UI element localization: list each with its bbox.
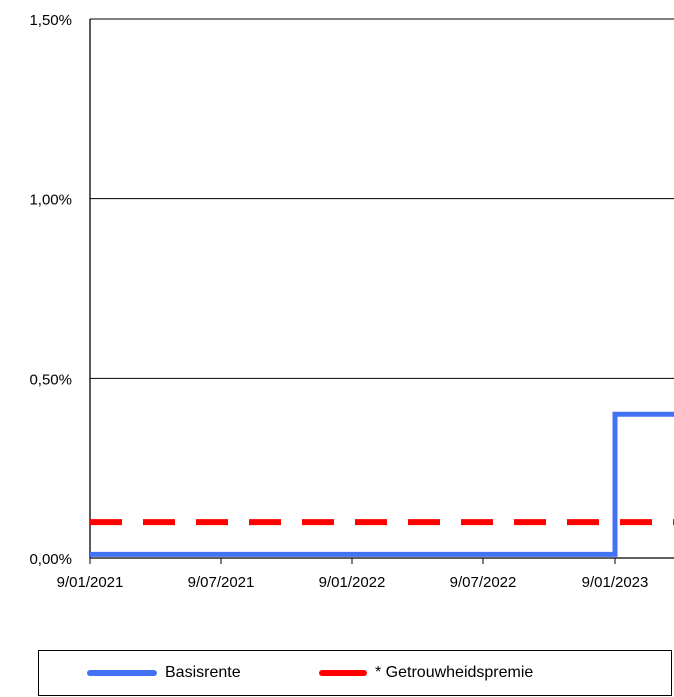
legend-swatch-getrouwheidspremie — [319, 670, 367, 676]
y-tick-label-3: 1,50% — [29, 12, 72, 29]
x-tick-label-4: 9/01/2023 — [582, 574, 649, 591]
legend-item-getrouwheidspremie: * Getrouwheidspremie — [319, 651, 533, 695]
axes — [89, 19, 674, 564]
legend-label: Basisrente — [165, 664, 241, 681]
legend-item-basisrente: Basisrente — [87, 651, 241, 695]
series-group — [90, 411, 674, 557]
y-tick-labels: 0,00% 0,50% 1,00% 1,50% — [29, 12, 72, 568]
x-tick-label-2: 9/01/2022 — [319, 574, 386, 591]
x-tick-label-1: 9/07/2021 — [188, 574, 255, 591]
y-tick-label-1: 0,50% — [29, 371, 72, 388]
legend-label: * Getrouwheidspremie — [375, 664, 534, 681]
x-tick-labels: 9/01/2021 9/07/2021 9/01/2022 9/07/2022 9/01… — [57, 574, 649, 591]
chart: 0,00%0,50%1,00%1,50% 9/01/2021 9/07/2021 9… — [29, 12, 674, 591]
gridlines — [90, 18, 674, 559]
legend: Basisrente * Getrouwheidspremie — [38, 650, 672, 696]
x-tick-label-3: 9/07/2022 — [450, 574, 517, 591]
x-tick-label-0: 9/01/2021 — [57, 574, 124, 591]
series-line-basisrente — [90, 411, 674, 557]
y-tick-label-0: 0,00% — [29, 551, 72, 568]
legend-swatch-basisrente — [87, 670, 157, 676]
y-tick-label-2: 1,00% — [29, 192, 72, 209]
